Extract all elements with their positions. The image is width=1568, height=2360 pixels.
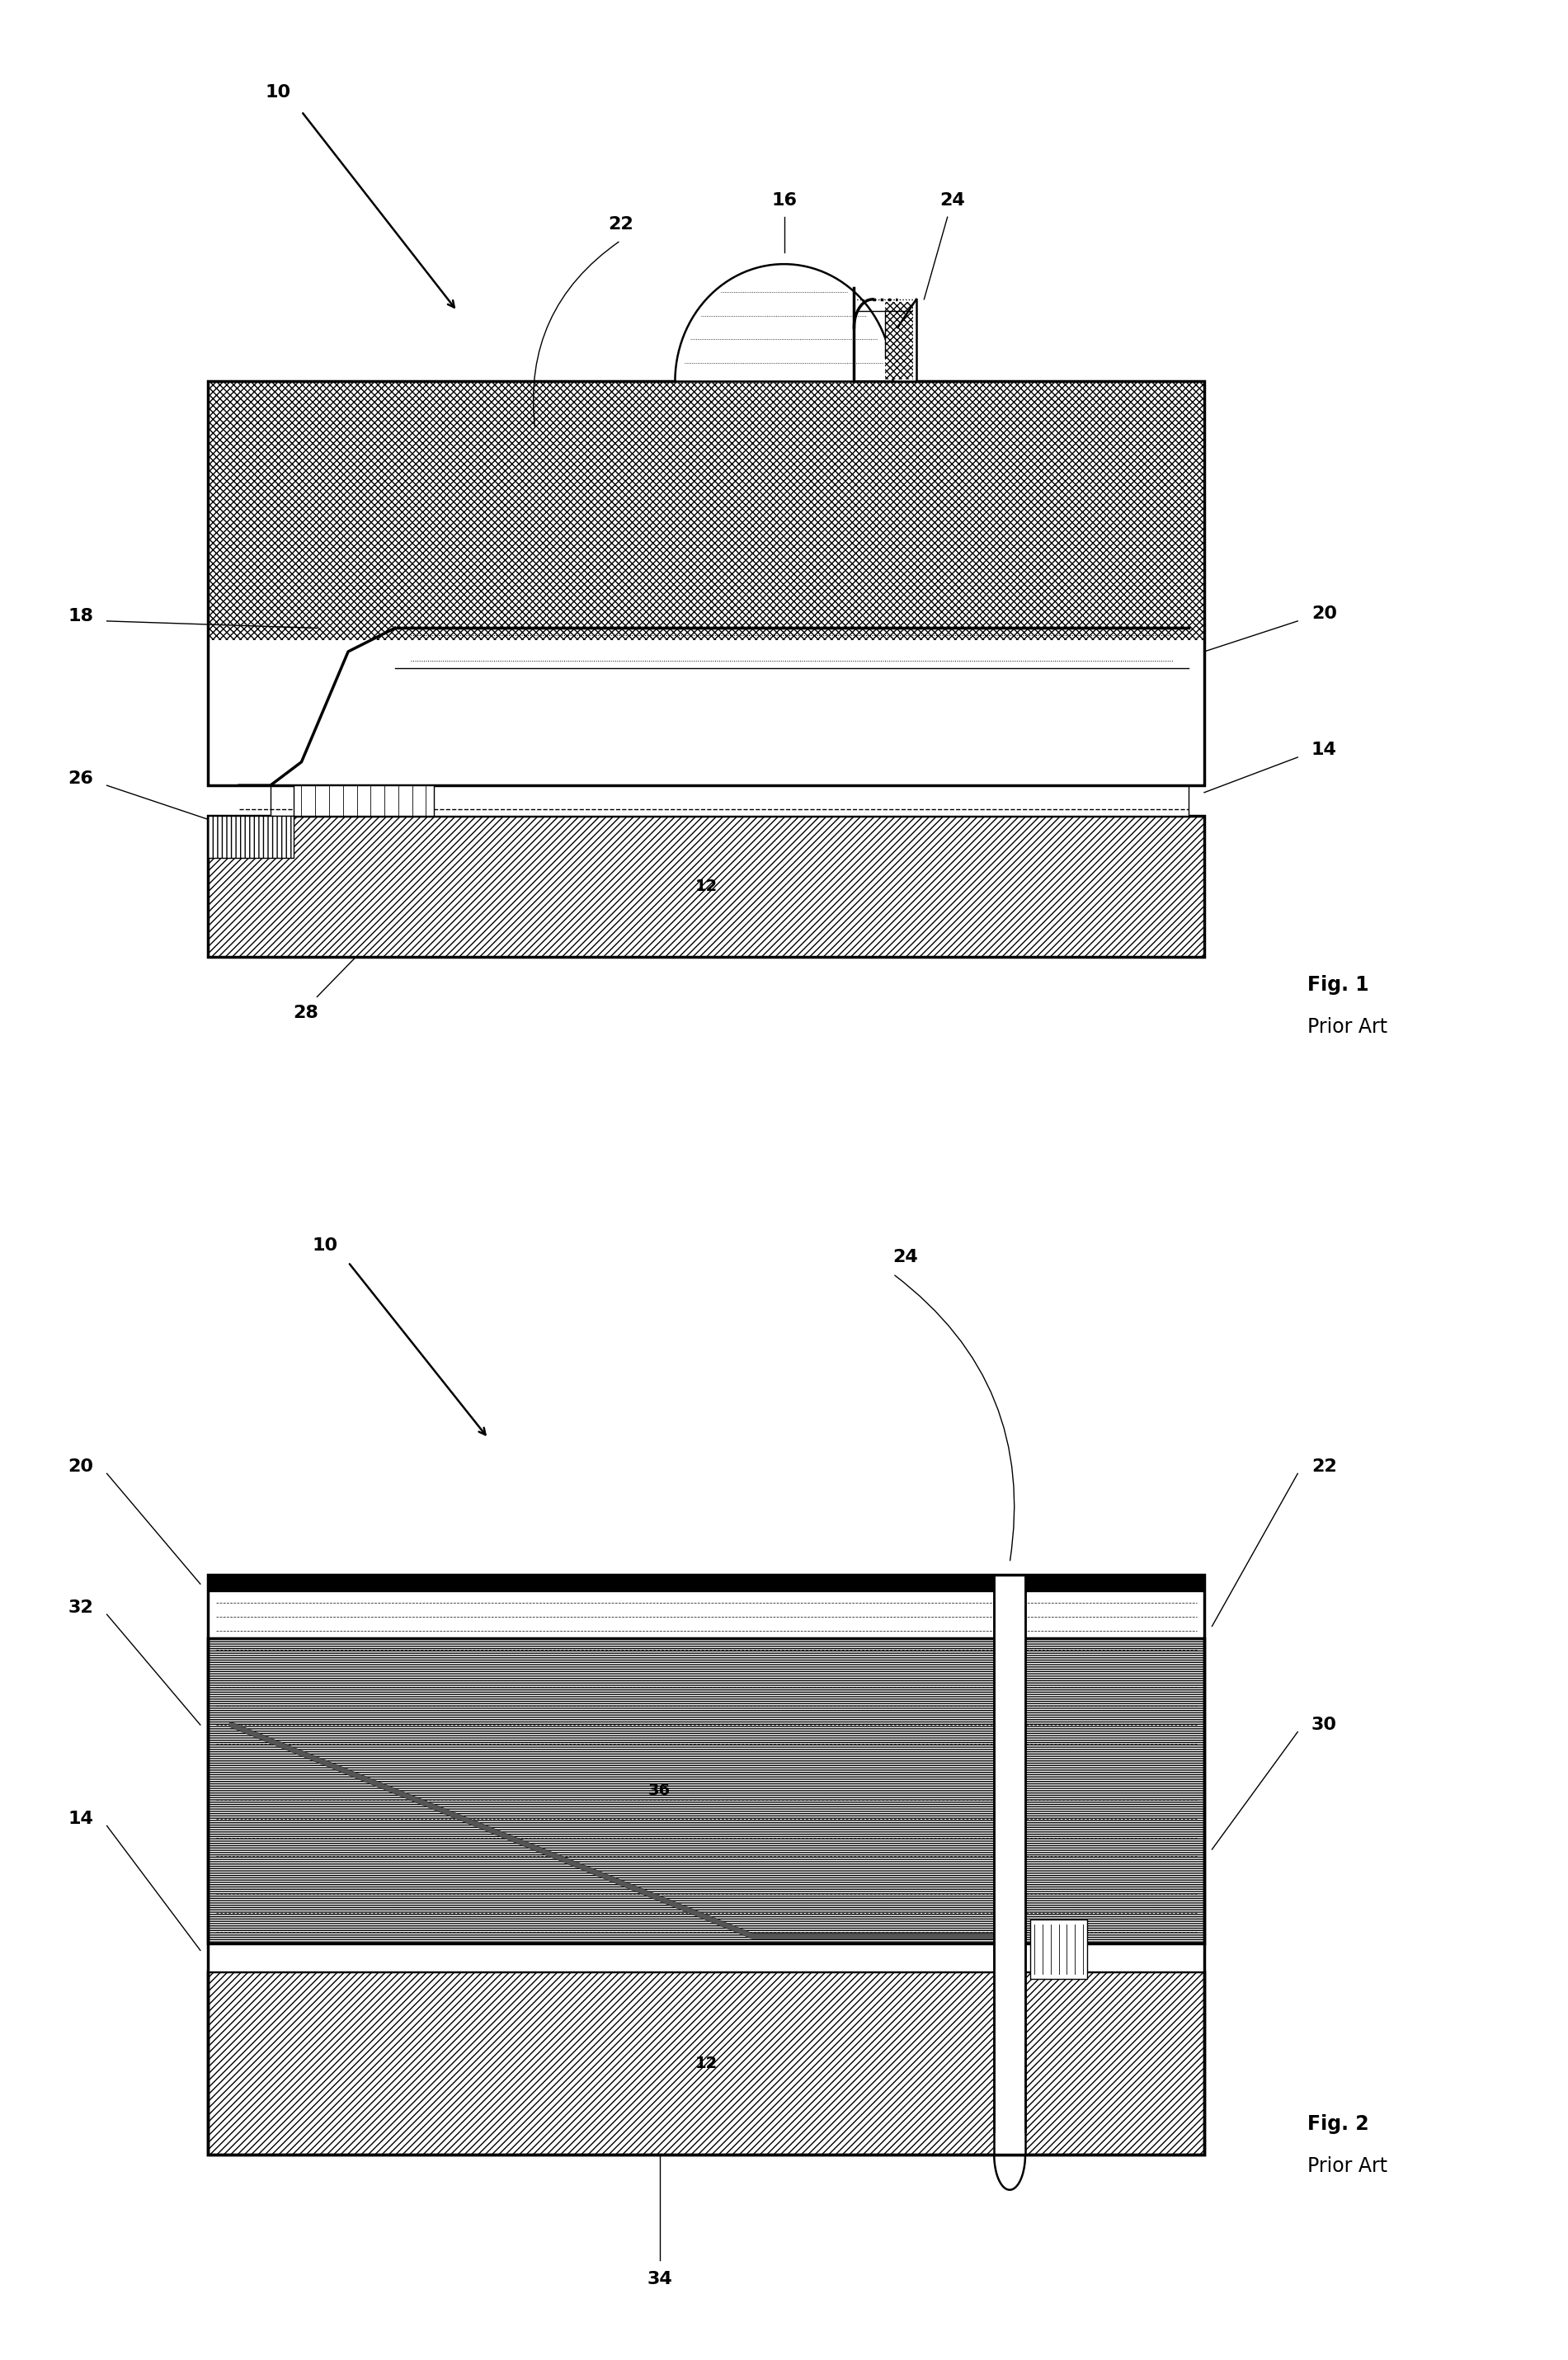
Bar <box>293 786 434 817</box>
Text: 10: 10 <box>312 1237 337 1253</box>
Text: Fig. 2: Fig. 2 <box>1308 2115 1369 2133</box>
Text: Fig. 1: Fig. 1 <box>1308 975 1369 996</box>
Text: 12: 12 <box>695 2056 718 2070</box>
Text: 14: 14 <box>1311 741 1338 758</box>
Bar <box>270 786 1189 817</box>
Bar <box>209 640 1204 786</box>
Bar <box>855 300 916 382</box>
Bar <box>209 1574 1204 1591</box>
Bar <box>209 382 1204 786</box>
Text: 26: 26 <box>67 769 93 786</box>
Text: 24: 24 <box>892 1248 919 1265</box>
Text: 28: 28 <box>293 1005 318 1022</box>
Text: 36: 36 <box>648 1782 671 1798</box>
Polygon shape <box>676 264 892 382</box>
Text: 22: 22 <box>1311 1458 1338 1475</box>
Text: 30: 30 <box>1311 1716 1338 1732</box>
Bar <box>209 1591 1204 1638</box>
Bar <box>994 1574 1025 2155</box>
Text: 10: 10 <box>265 85 292 101</box>
Text: 20: 20 <box>1311 607 1338 623</box>
Bar <box>209 382 1204 640</box>
Text: 12: 12 <box>695 878 718 894</box>
Text: 18: 18 <box>67 609 93 625</box>
Text: 22: 22 <box>608 215 633 231</box>
Bar <box>209 817 1204 956</box>
Bar <box>209 1638 1204 1942</box>
Text: 32: 32 <box>67 1600 93 1617</box>
Text: 16: 16 <box>771 194 797 210</box>
Bar <box>209 817 293 859</box>
Bar <box>209 1574 1204 2155</box>
Text: Prior Art: Prior Art <box>1308 1017 1388 1038</box>
Text: 20: 20 <box>67 1458 93 1475</box>
Text: Prior Art: Prior Art <box>1308 2157 1388 2176</box>
Bar <box>886 302 913 380</box>
Bar <box>1030 1919 1088 1978</box>
Text: 34: 34 <box>646 2270 673 2287</box>
Text: 14: 14 <box>67 1810 93 1827</box>
Bar <box>209 1942 1204 1971</box>
Text: 24: 24 <box>939 194 964 210</box>
Bar <box>209 1638 1204 1942</box>
Bar <box>209 1971 1204 2155</box>
